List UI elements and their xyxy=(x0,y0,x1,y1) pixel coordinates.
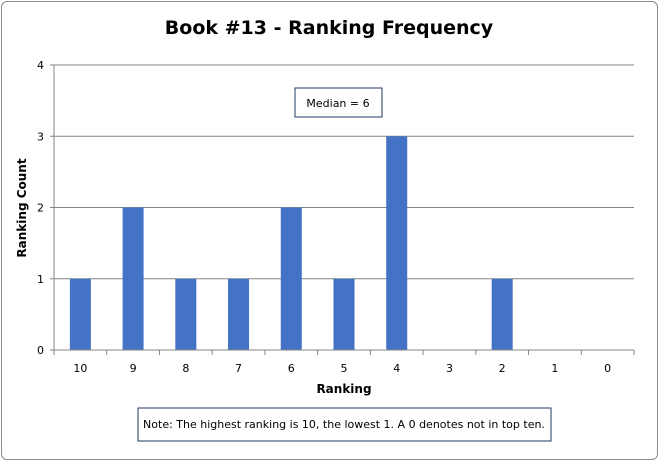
note-text: Note: The highest ranking is 10, the low… xyxy=(143,418,545,431)
bar-8 xyxy=(175,278,197,350)
x-axis-label: Ranking xyxy=(316,382,371,396)
x-tick-label-6: 6 xyxy=(288,362,295,375)
x-tick-label-0: 0 xyxy=(604,362,611,375)
note-box xyxy=(137,407,552,442)
bar-10 xyxy=(69,278,91,350)
median-text: Median = 6 xyxy=(306,97,369,110)
bar-2 xyxy=(491,278,513,350)
x-tick-label-4: 4 xyxy=(393,362,400,375)
chart-frame xyxy=(1,1,658,460)
y-tick-label: 1 xyxy=(37,273,44,286)
bar-7 xyxy=(228,278,250,350)
y-tick-label: 0 xyxy=(37,344,44,357)
y-tick-label: 3 xyxy=(37,130,44,143)
note-annotation: Note: The highest ranking is 10, the low… xyxy=(137,407,552,442)
x-tick-label-5: 5 xyxy=(341,362,348,375)
x-tick-label-10: 10 xyxy=(73,362,87,375)
bar-6 xyxy=(280,207,302,350)
x-tick-label-9: 9 xyxy=(130,362,137,375)
x-tick-label-3: 3 xyxy=(446,362,453,375)
y-tick-labels: 0 1 2 3 4 xyxy=(37,59,54,357)
bar-5 xyxy=(333,278,355,350)
x-tick-label-8: 8 xyxy=(182,362,189,375)
y-tick-label: 2 xyxy=(37,202,44,215)
bars xyxy=(69,136,513,350)
x-tick-label-7: 7 xyxy=(235,362,242,375)
y-tick-label: 4 xyxy=(37,59,44,72)
y-axis-label: Ranking Count xyxy=(15,158,29,257)
chart-title: Book #13 - Ranking Frequency xyxy=(165,17,494,39)
x-tick-label-1: 1 xyxy=(551,362,558,375)
median-annotation: Median = 6 xyxy=(294,87,383,118)
bar-4 xyxy=(386,136,408,350)
bar-9 xyxy=(122,207,144,350)
median-box xyxy=(294,87,383,118)
x-tick-label-2: 2 xyxy=(499,362,506,375)
x-tick-labels: 10 9 8 7 6 5 4 3 2 1 0 xyxy=(53,350,635,375)
